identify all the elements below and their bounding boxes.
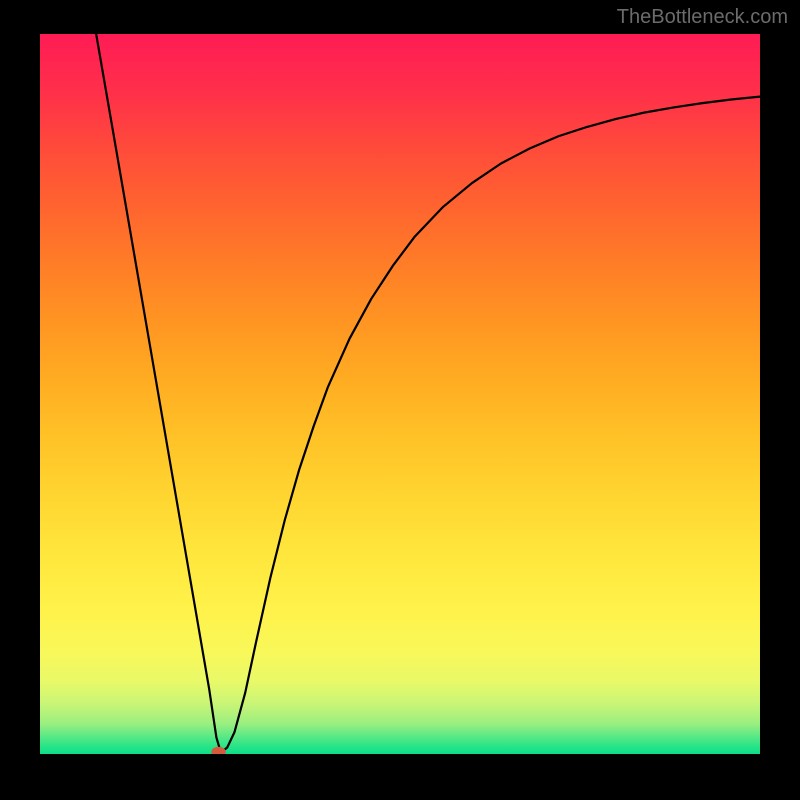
plot-area bbox=[40, 34, 760, 754]
plot-svg bbox=[40, 34, 760, 754]
chart-container: TheBottleneck.com bbox=[0, 0, 800, 800]
watermark-label: TheBottleneck.com bbox=[617, 6, 788, 29]
gradient-background bbox=[40, 34, 760, 754]
